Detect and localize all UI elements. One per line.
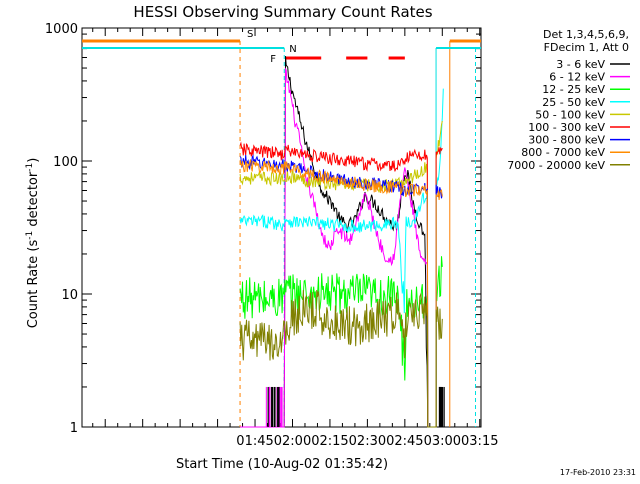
legend-label: 6 - 12 keV — [549, 71, 605, 84]
legend-label: 12 - 25 keV — [542, 83, 605, 96]
y-tick-label: 10 — [61, 288, 78, 303]
legend-label: 300 - 800 keV — [528, 134, 605, 147]
series-line — [240, 56, 437, 428]
series-line — [239, 120, 443, 428]
saa-label: S — [247, 29, 253, 40]
y-tick-label: 1 — [70, 421, 78, 436]
x-tick-label: 02:45 — [386, 434, 423, 449]
x-tick-label: 03:15 — [461, 434, 498, 449]
series-line — [239, 141, 443, 428]
x-tick-label: 02:15 — [311, 434, 348, 449]
series-line — [239, 256, 443, 428]
x-axis-label: Start Time (10-Aug-02 01:35:42) — [176, 457, 388, 472]
x-tick-label: 02:30 — [349, 434, 386, 449]
x-tick-label: 03:00 — [424, 434, 461, 449]
legend-label: 100 - 300 keV — [528, 121, 605, 134]
series-line — [239, 290, 443, 428]
series-line — [239, 88, 444, 428]
legend-label: 7000 - 20000 keV — [507, 159, 605, 172]
legend-label: 25 - 50 keV — [542, 96, 605, 109]
y-tick-label: 100 — [53, 155, 78, 170]
flare-label: F — [270, 54, 276, 65]
y-axis-label: Count Rate (s-1 detector-1) — [25, 158, 41, 329]
legend-label: 50 - 100 keV — [535, 108, 605, 121]
series-line — [239, 159, 443, 428]
legend-header-line-1: Det 1,3,4,5,6,9, — [543, 28, 629, 41]
y-tick-label: 1000 — [45, 22, 78, 37]
legend-header-line-2: FDecim 1, Att 0 — [544, 41, 629, 54]
x-tick-label: 01:45 — [236, 434, 273, 449]
x-tick-label: 02:00 — [274, 434, 311, 449]
footer-timestamp: 17-Feb-2010 23:31 — [560, 468, 636, 477]
legend-label: 3 - 6 keV — [556, 58, 605, 71]
night-label: N — [289, 44, 296, 55]
legend-label: 800 - 7000 keV — [521, 146, 605, 159]
chart-title: HESSI Observing Summary Count Rates — [133, 3, 432, 21]
